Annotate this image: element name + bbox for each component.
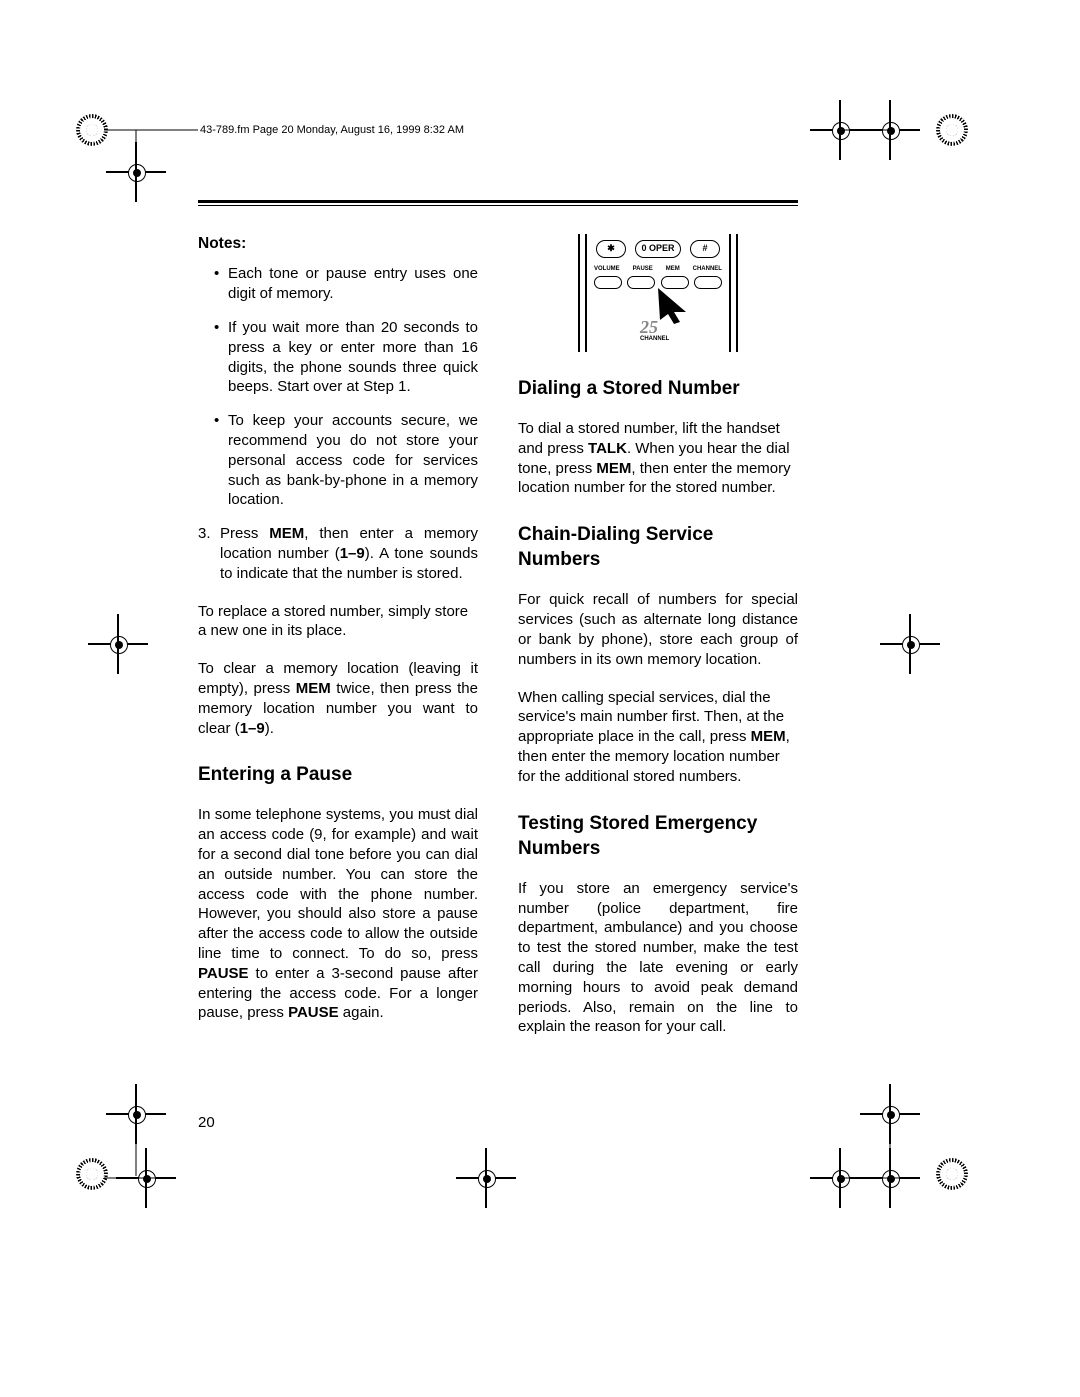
note-item: Each tone or pause entry uses one digit … — [228, 264, 478, 304]
register-mark-icon — [860, 1084, 920, 1144]
channel-label: CHANNEL — [640, 336, 669, 344]
channel-key-icon — [694, 276, 722, 289]
key-zero-icon: 0 OPER — [635, 240, 681, 258]
register-mark-icon — [880, 614, 940, 674]
register-mark-icon — [116, 1148, 176, 1208]
page-header-text: 43-789.fm Page 20 Monday, August 16, 199… — [200, 124, 464, 136]
register-mark-icon — [88, 614, 148, 674]
pause-paragraph: In some telephone systems, you must dial… — [198, 805, 478, 1023]
testing-emergency-paragraph: If you store an emergency service's numb… — [518, 879, 798, 1037]
register-mark-icon — [106, 1084, 166, 1144]
volume-key-icon — [594, 276, 622, 289]
step-3: 3. Press MEM, then enter a memory locati… — [198, 524, 478, 583]
note-item: If you wait more than 20 seconds to pres… — [228, 318, 478, 397]
crop-mark-icon — [922, 100, 982, 160]
register-mark-icon — [106, 142, 166, 202]
register-mark-icon — [456, 1148, 516, 1208]
register-mark-icon — [860, 100, 920, 160]
notes-list: Each tone or pause entry uses one digit … — [198, 264, 478, 510]
clear-paragraph: To clear a memory location (leaving it e… — [198, 659, 478, 738]
content-area: Notes: Each tone or pause entry uses one… — [198, 200, 798, 1055]
horizontal-rule — [198, 200, 798, 206]
illus-border-icon — [578, 234, 587, 352]
page: 43-789.fm Page 20 Monday, August 16, 199… — [0, 0, 1080, 1397]
key-star-icon: ✱ — [596, 240, 626, 258]
page-number: 20 — [198, 1114, 215, 1131]
step-number: 3. — [198, 524, 211, 544]
note-item: To keep your accounts secure, we recomme… — [228, 411, 478, 510]
chain-dialing-heading: Chain-Dialing Service Numbers — [518, 522, 798, 572]
chain-para-1: For quick recall of numbers for special … — [518, 590, 798, 669]
crop-mark-icon — [922, 1144, 982, 1204]
illus-border-icon — [729, 234, 738, 352]
replace-paragraph: To replace a stored number, simply store… — [198, 602, 478, 642]
left-column: Notes: Each tone or pause entry uses one… — [198, 234, 478, 1055]
notes-heading: Notes: — [198, 234, 478, 254]
dialing-stored-paragraph: To dial a stored number, lift the handse… — [518, 419, 798, 498]
testing-emergency-heading: Testing Stored Emergency Numbers — [518, 811, 798, 861]
chain-para-2: When calling special services, dial the … — [518, 688, 798, 787]
dialing-stored-heading: Dialing a Stored Number — [518, 376, 798, 401]
key-hash-icon: # — [690, 240, 720, 258]
key-labels: VOLUME PAUSE MEM CHANNEL — [594, 266, 722, 274]
entering-pause-heading: Entering a Pause — [198, 762, 478, 787]
register-mark-icon — [860, 1148, 920, 1208]
phone-keypad-illustration: ✱ 0 OPER # VOLUME PAUSE MEM CHANNEL — [578, 234, 738, 352]
right-column: ✱ 0 OPER # VOLUME PAUSE MEM CHANNEL — [518, 234, 798, 1055]
